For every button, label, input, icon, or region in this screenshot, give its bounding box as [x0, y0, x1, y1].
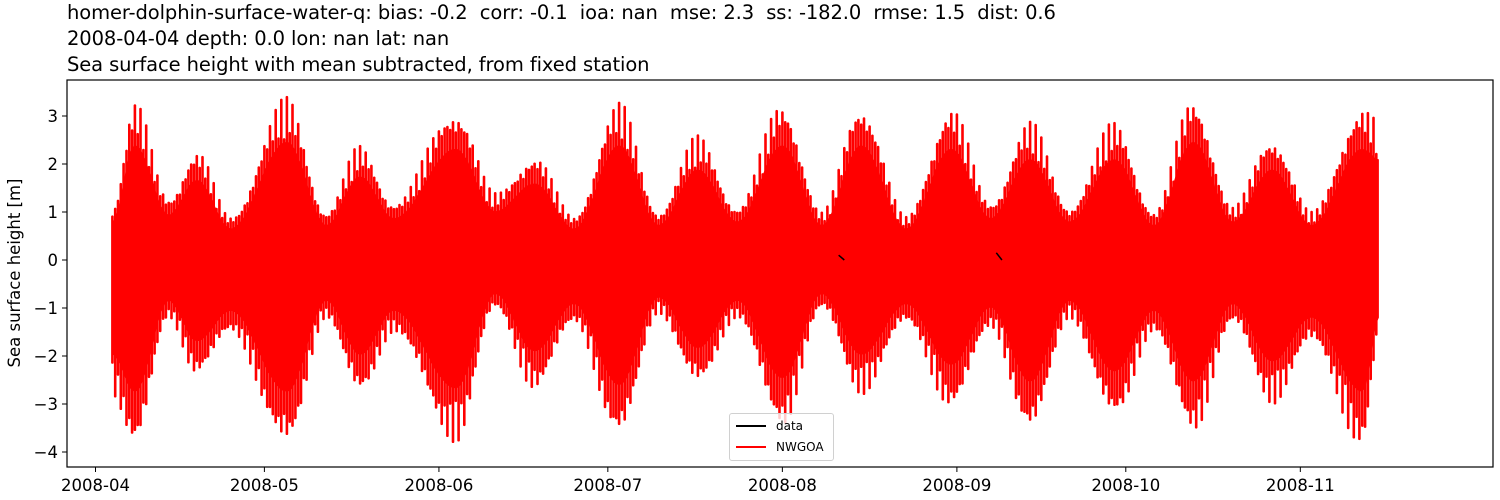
y-tick-label: −2 [34, 347, 58, 366]
x-tick-label: 2008-10 [1091, 476, 1160, 495]
legend-item-data: data [736, 417, 803, 435]
chart-title-metrics: homer-dolphin-surface-water-q: bias: -0.… [67, 1, 1056, 24]
legend-swatch-nwgoa [736, 445, 766, 449]
y-tick-label: −4 [34, 443, 58, 462]
axes-frame [66, 79, 1494, 468]
y-tick-label: 0 [48, 251, 59, 270]
x-tick-label: 2008-04 [61, 476, 130, 495]
x-tick-label: 2008-08 [748, 476, 817, 495]
y-axis: −4 −3 −2 −1 0 1 2 3 [34, 107, 67, 462]
y-tick-label: 1 [48, 203, 59, 222]
x-axis: 2008-04 2008-05 2008-06 2008-07 2008-08 2008-… [61, 467, 1335, 495]
legend-swatch-data [736, 424, 766, 428]
x-tick-label: 2008-11 [1266, 476, 1335, 495]
legend: data NWGOA [729, 413, 834, 461]
x-tick-label: 2008-07 [573, 476, 642, 495]
x-tick-label: 2008-05 [230, 476, 299, 495]
y-tick-label: 2 [48, 155, 59, 174]
legend-label-data: data [776, 419, 804, 433]
chart-title-description: Sea surface height with mean subtracted,… [67, 53, 650, 76]
y-axis-label: Sea surface height [m] [5, 179, 24, 368]
chart-title-date-location: 2008-04-04 depth: 0.0 lon: nan lat: nan [67, 27, 450, 50]
y-tick-label: −1 [34, 299, 58, 318]
legend-label-nwgoa: NWGOA [776, 440, 824, 454]
legend-item-nwgoa: NWGOA [736, 438, 824, 456]
nwgoa-series [111, 95, 1379, 444]
x-tick-label: 2008-06 [404, 476, 473, 495]
data-series [838, 252, 1003, 261]
y-tick-label: 3 [48, 107, 59, 126]
x-tick-label: 2008-09 [922, 476, 991, 495]
y-tick-label: −3 [34, 395, 58, 414]
